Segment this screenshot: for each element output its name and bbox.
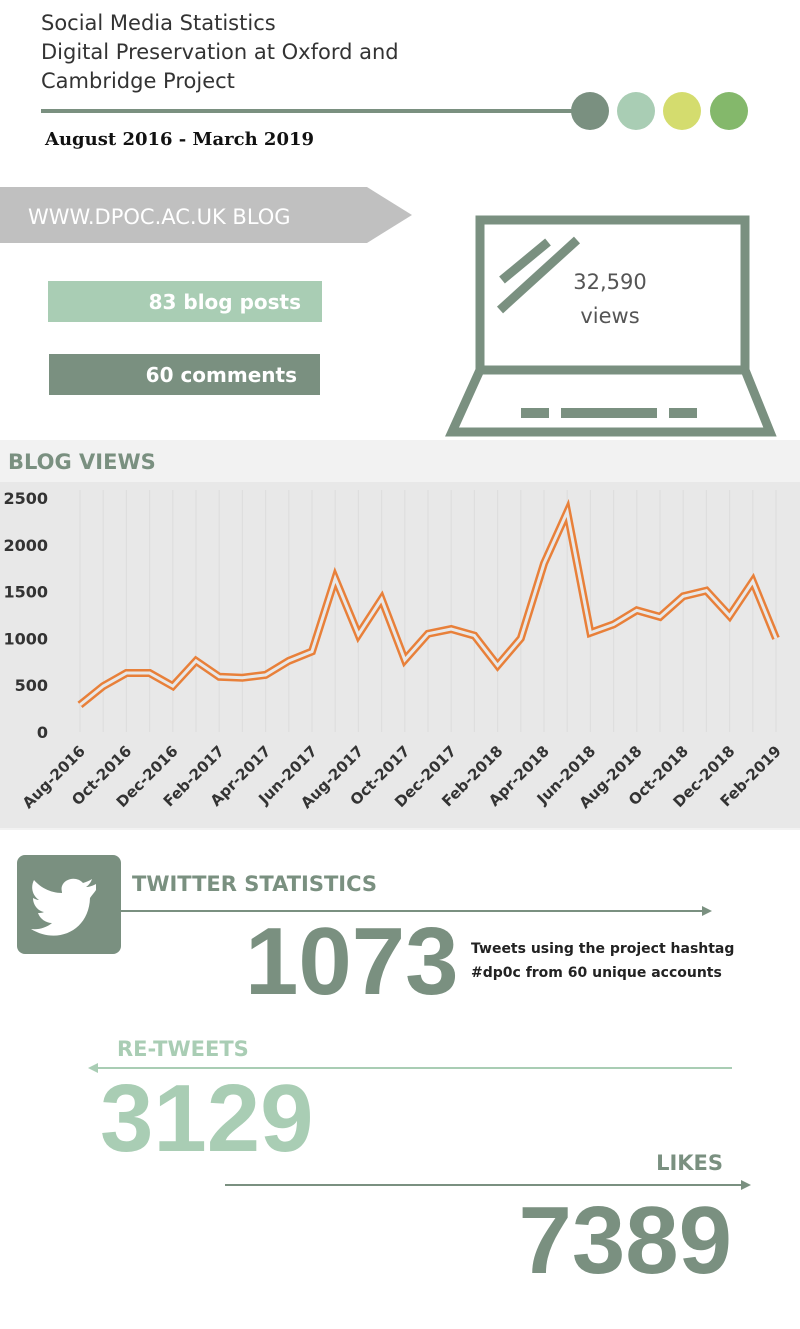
likes-label: LIKES <box>656 1151 723 1175</box>
y-tick-label: 1000 <box>3 629 48 648</box>
banner-label: WWW.DPOC.AC.UK BLOG <box>28 205 291 229</box>
comments-label: 60 comments <box>146 363 297 387</box>
key <box>561 408 657 418</box>
y-tick-label: 2000 <box>3 536 48 555</box>
series-line-inner <box>79 507 778 707</box>
arrowhead <box>741 1180 751 1190</box>
twitter-title: TWITTER STATISTICS <box>132 872 377 896</box>
banner <box>0 187 412 243</box>
retweets-label: RE-TWEETS <box>117 1037 249 1061</box>
bird <box>31 878 96 936</box>
dot <box>617 92 655 130</box>
y-tick-label: 2500 <box>3 489 48 508</box>
arrowhead <box>702 906 712 916</box>
y-tick-label: 500 <box>15 676 48 695</box>
comments-box <box>49 354 320 395</box>
tweets-desc: #dp0c from 60 unique accounts <box>471 965 722 981</box>
dot <box>710 92 748 130</box>
tweets-desc: Tweets using the project hashtag <box>471 941 734 957</box>
dot <box>663 92 701 130</box>
posts-box <box>48 281 322 322</box>
y-tick-label: 0 <box>37 723 48 742</box>
retweets-number: 3129 <box>100 1065 314 1172</box>
views-count: 32,590 <box>573 270 646 294</box>
likes-number: 7389 <box>518 1187 732 1294</box>
date-range: August 2016 - March 2019 <box>44 129 314 150</box>
title-line: Social Media Statistics <box>41 11 276 35</box>
title-line: Cambridge Project <box>41 69 235 93</box>
y-tick-label: 1500 <box>3 583 48 602</box>
dot <box>571 92 609 130</box>
posts-label: 83 blog posts <box>149 290 301 314</box>
arrowhead <box>88 1063 98 1073</box>
title-line: Digital Preservation at Oxford and <box>41 40 399 64</box>
tweets-number: 1073 <box>245 908 459 1015</box>
key <box>521 408 549 418</box>
laptop-icon <box>445 215 777 437</box>
chart-title: BLOG VIEWS <box>8 450 156 474</box>
key <box>669 408 697 418</box>
views-unit: views <box>580 304 639 328</box>
